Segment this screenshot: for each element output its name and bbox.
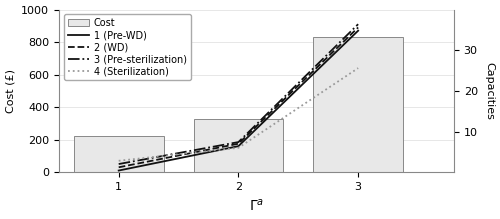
Bar (194, 118, 284, 172)
Y-axis label: Capacities: Capacities (484, 62, 494, 120)
Bar (74, 136, 164, 172)
X-axis label: $\Gamma^a$: $\Gamma^a$ (249, 198, 264, 214)
Y-axis label: Cost (£): Cost (£) (6, 69, 16, 113)
Legend: Cost, 1 (Pre-WD), 2 (WD), 3 (Pre-sterilization), 4 (Sterilization): Cost, 1 (Pre-WD), 2 (WD), 3 (Pre-sterili… (64, 14, 190, 80)
Bar (314, 37, 403, 172)
